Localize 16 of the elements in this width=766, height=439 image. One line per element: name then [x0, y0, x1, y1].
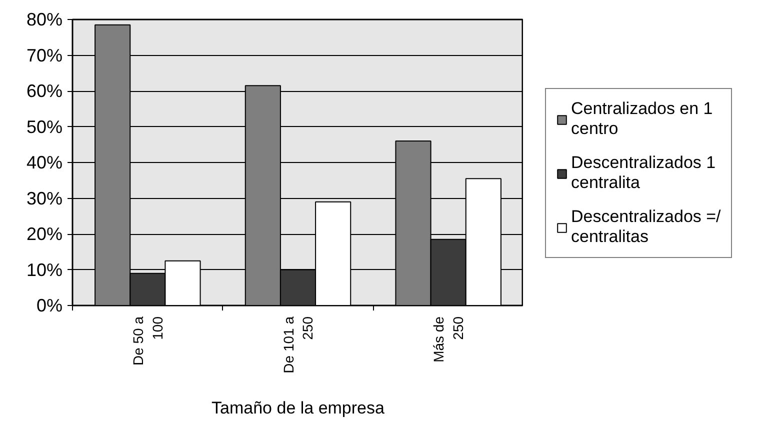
- y-tick-label: 40%: [26, 152, 63, 172]
- legend-label: Descentralizados 1 centralita: [571, 153, 716, 193]
- y-tick-label: 70%: [26, 45, 63, 66]
- legend-label: Descentralizados =/ centralitas: [571, 207, 721, 247]
- legend-label: Centralizados en 1 centro: [571, 99, 713, 139]
- y-tick-label: 30%: [26, 188, 63, 208]
- x-tick-label: De 50 a 100: [130, 316, 166, 366]
- x-axis-title: Tamaño de la empresa: [212, 398, 386, 418]
- y-tick-label: 50%: [26, 116, 63, 137]
- y-tick-label: 10%: [26, 260, 63, 280]
- y-tick-label: 60%: [26, 81, 63, 101]
- y-tick-label: 20%: [26, 224, 63, 244]
- y-tick-label: 80%: [26, 10, 63, 30]
- y-tick-label: 0%: [36, 296, 62, 316]
- x-tick-label: De 101 a 250: [280, 316, 316, 374]
- x-tick-label: Más de 250: [430, 316, 466, 362]
